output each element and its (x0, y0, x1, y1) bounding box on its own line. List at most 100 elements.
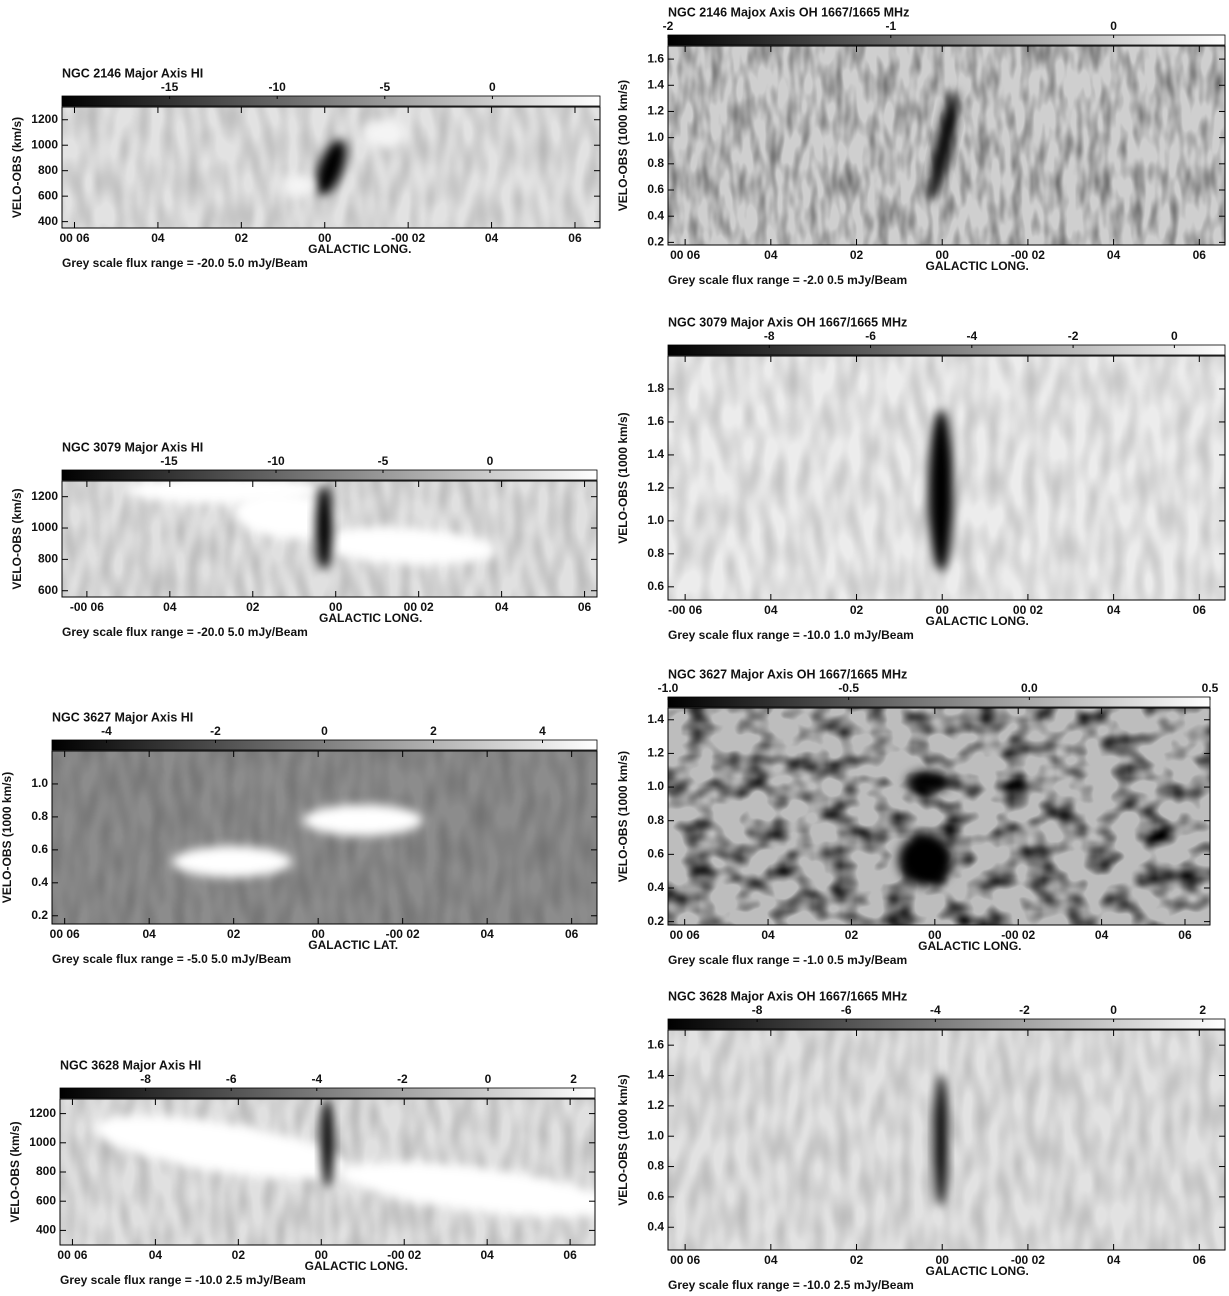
y-tick-label: 1.4 (647, 1068, 664, 1082)
y-axis-label: VELO-OBS (1000 km/s) (616, 1074, 630, 1205)
x-tick-label: 06 (1193, 1253, 1207, 1267)
y-tick-label: 1.4 (647, 712, 664, 726)
y-tick-label: 1.0 (31, 776, 48, 790)
colorbar-tick-label: 0 (1110, 19, 1117, 33)
colorbar-tick-label: 0 (1110, 1003, 1117, 1017)
x-axis-label: GALACTIC LONG. (918, 939, 1021, 953)
emission-feature (906, 770, 950, 793)
x-tick-label: 00 02 (404, 600, 434, 614)
y-tick-label: 800 (38, 552, 58, 566)
colorbar (667, 1018, 1226, 1030)
y-axis-label: VELO-OBS (km/s) (8, 1121, 22, 1222)
colorbar-tick-label: 0 (485, 1072, 492, 1086)
y-tick-label: 1.0 (647, 513, 664, 527)
y-tick-label: 0.4 (31, 875, 48, 889)
plot-frame (51, 750, 598, 925)
y-tick-label: 1.2 (647, 746, 664, 760)
y-tick-label: 0.6 (31, 842, 48, 856)
colorbar-tick-label: -5 (378, 454, 389, 468)
plot-frame (667, 707, 1211, 926)
x-tick-label: 00 06 (670, 928, 700, 942)
x-axis-label: GALACTIC LAT. (308, 938, 398, 952)
colorbar-tick-label: 0.0 (1021, 681, 1038, 695)
y-tick-label: 1.4 (647, 447, 664, 461)
panel: NGC 3628 Major Axis OH 1667/1665 MHz-8 -6… (616, 989, 1226, 1292)
y-tick-label: 600 (38, 188, 58, 202)
caption: Grey scale flux range = -10.0 2.5 mJy/Be… (668, 1278, 914, 1292)
colorbar-tick-label: 2 (570, 1072, 577, 1086)
emission-feature (316, 139, 346, 196)
y-tick-label: 1000 (31, 137, 58, 151)
panel: NGC 3627 Major Axis HI-4 -2 0 2 40.20.40.60.… (0, 710, 598, 966)
y-tick-label: 1.2 (647, 1098, 664, 1112)
colorbar-tick-label: -0.5 (838, 681, 859, 695)
emission-feature (282, 173, 315, 198)
emission-feature (171, 846, 292, 878)
x-tick-label: 00 (329, 600, 343, 614)
x-tick-label: 00 (928, 928, 942, 942)
x-tick-label: 04 (142, 927, 156, 941)
x-tick-label: 02 (235, 231, 249, 245)
x-tick-label: 04 (761, 928, 775, 942)
y-tick-label: 0.8 (647, 546, 664, 560)
colorbar (61, 469, 598, 481)
image-features (898, 770, 953, 886)
x-tick-label: 00 06 (670, 1253, 700, 1267)
x-tick-label: 04 (495, 600, 509, 614)
y-tick-label: 1000 (31, 520, 58, 534)
x-tick-label: 04 (151, 231, 165, 245)
image-features (93, 1099, 595, 1218)
x-tick-label: 06 (568, 231, 582, 245)
y-tick-label: 0.2 (31, 908, 48, 922)
y-tick-label: 1200 (31, 489, 58, 503)
plot-frame (667, 355, 1226, 601)
caption: Grey scale flux range = -20.0 5.0 mJy/Be… (62, 625, 308, 639)
x-tick-label: 00 06 (59, 231, 89, 245)
x-tick-label: 04 (1107, 248, 1121, 262)
panel-title: NGC 3079 Major Axis HI (62, 440, 203, 454)
y-tick-label: 0.4 (647, 208, 664, 222)
panel: NGC 3079 Major Axis HI-15 -10 -5 0600800100… (10, 440, 598, 639)
colorbar-tick-label: 0 (487, 454, 494, 468)
y-tick-label: 0.6 (647, 579, 664, 593)
x-tick-label: 00 (936, 248, 950, 262)
caption: Grey scale flux range = -20.0 5.0 mJy/Be… (62, 256, 308, 270)
x-tick-label: 04 (480, 1248, 494, 1262)
x-tick-label: 00 (311, 927, 325, 941)
panel: NGC 2146 Major Axis HI-15 -10 -5 0400600800… (10, 66, 601, 270)
x-tick-label: -00 06 (668, 603, 702, 617)
x-axis-label: GALACTIC LONG. (319, 611, 422, 625)
x-tick-label: 04 (764, 1253, 778, 1267)
emission-feature (302, 804, 423, 836)
y-axis-label: VELO-OBS (km/s) (10, 488, 24, 589)
y-tick-label: 1.8 (647, 381, 664, 395)
colorbar-tick-label: -4 (101, 724, 112, 738)
caption: Grey scale flux range = -1.0 0.5 mJy/Bea… (668, 953, 907, 967)
x-tick-label: 02 (850, 1253, 864, 1267)
colorbar-tick-label: -6 (841, 1003, 852, 1017)
x-tick-label: -00 02 (1001, 928, 1035, 942)
emission-feature (321, 1099, 334, 1187)
image-features (126, 481, 496, 570)
colorbar-tick-label: 2 (430, 724, 437, 738)
image-noise (668, 708, 1210, 925)
x-tick-label: 04 (163, 600, 177, 614)
colorbar (59, 1087, 596, 1099)
caption: Grey scale flux range = -5.0 5.0 mJy/Bea… (52, 952, 291, 966)
x-axis-label: GALACTIC LONG. (305, 1259, 408, 1273)
emission-feature (934, 1074, 948, 1206)
y-tick-label: 0.6 (647, 847, 664, 861)
caption: Grey scale flux range = -10.0 1.0 mJy/Be… (668, 628, 914, 642)
plot-frame (61, 480, 598, 598)
y-axis-label: VELO-OBS (km/s) (10, 117, 24, 218)
colorbar-tick-label: -1.0 (658, 681, 679, 695)
y-tick-label: 1.2 (647, 104, 664, 118)
x-tick-label: 06 (1178, 928, 1192, 942)
colorbar-tick-label: -8 (764, 329, 775, 343)
x-tick-label: 02 (227, 927, 241, 941)
colorbar-tick-label: -4 (311, 1072, 322, 1086)
plot-frame (61, 106, 601, 229)
y-tick-label: 1.0 (647, 1128, 664, 1142)
x-tick-label: 00 (936, 603, 950, 617)
